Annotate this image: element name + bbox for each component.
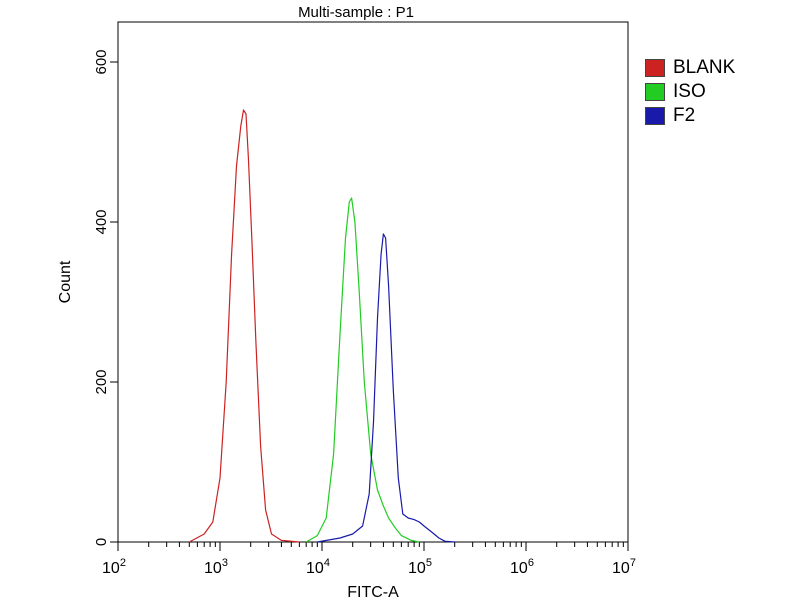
legend-swatch — [645, 59, 665, 77]
x-tick-label: 103 — [204, 557, 228, 577]
x-tick-label: 102 — [102, 557, 126, 577]
legend-label: F2 — [673, 105, 696, 126]
legend-item-blank: BLANK — [645, 56, 735, 80]
series-line-blank — [189, 109, 300, 543]
y-tick-label: 600 — [93, 49, 110, 74]
series-line-f2 — [317, 233, 455, 543]
series-line-iso — [305, 197, 420, 543]
legend-swatch — [645, 83, 665, 101]
x-axis-label: FITC-A — [347, 584, 399, 600]
y-tick-label: 200 — [93, 369, 110, 394]
legend-label: BLANK — [673, 57, 736, 78]
x-axis: 102 103 104 105 106 107 — [102, 542, 636, 577]
plot-frame — [117, 21, 629, 543]
series-layer — [189, 109, 455, 543]
chart-title: Multi-sample : P1 — [298, 4, 414, 21]
legend-item-iso: ISO — [645, 80, 735, 104]
x-tick-label: 106 — [510, 557, 534, 577]
legend-swatch — [645, 107, 665, 125]
y-tick-label: 400 — [93, 209, 110, 234]
legend-item-f2: F2 — [645, 104, 735, 128]
x-tick-label: 104 — [306, 557, 330, 577]
legend: BLANK ISO F2 — [645, 56, 735, 128]
y-axis-label: Count — [57, 260, 74, 303]
y-axis: 0 200 400 600 — [93, 49, 118, 546]
legend-label: ISO — [673, 81, 706, 102]
x-tick-label: 105 — [408, 557, 432, 577]
y-tick-label: 0 — [93, 538, 110, 546]
x-tick-label: 107 — [612, 557, 636, 577]
